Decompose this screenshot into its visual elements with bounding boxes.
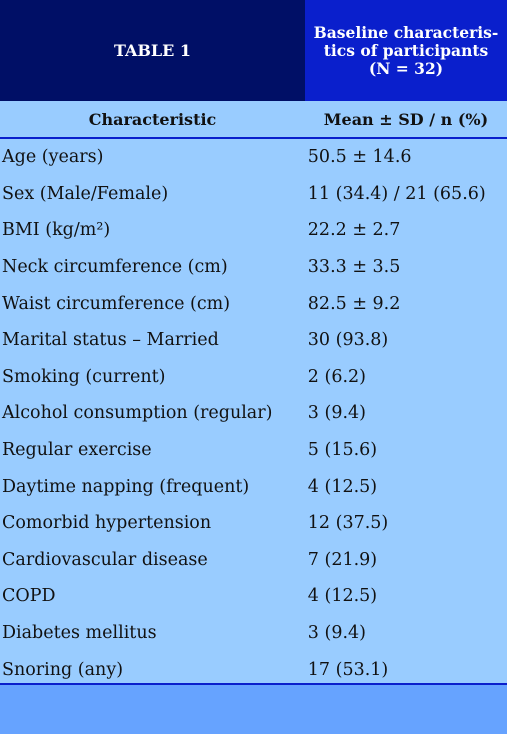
table-row: Comorbid hypertension 12 (37.5): [0, 505, 507, 542]
row-label: Marital status – Married: [2, 330, 219, 351]
table-rows: Age (years) 50.5 ± 14.6 Sex (Male/Female) 1…: [0, 139, 507, 688]
table-row: Smoking (current) 2 (6.2): [0, 359, 507, 396]
table-row: Waist circumference (cm) 82.5 ± 9.2: [0, 285, 507, 322]
table-label: TABLE 1: [0, 0, 305, 101]
row-label: Diabetes mellitus: [2, 623, 157, 644]
row-value: 17 (53.1): [307, 659, 389, 680]
row-label: BMI (kg/m²): [2, 220, 111, 241]
row-value: 22.2 ± 2.7: [307, 220, 401, 241]
row-value: 50.5 ± 14.6: [307, 147, 412, 168]
column-header-row: Characteristic Mean ± SD / n (%): [0, 101, 507, 139]
table-row: Alcohol consumption (regular) 3 (9.4): [0, 395, 507, 432]
row-value: 4 (12.5): [307, 476, 378, 497]
table-row: Cardiovascular disease 7 (21.9): [0, 542, 507, 579]
table-row: Diabetes mellitus 3 (9.4): [0, 615, 507, 652]
row-value: 12 (37.5): [307, 513, 389, 534]
row-label: Alcohol consumption (regular): [2, 403, 273, 424]
row-value: 3 (9.4): [307, 403, 366, 424]
row-value: 3 (9.4): [307, 623, 366, 644]
table-row: Neck circumference (cm) 33.3 ± 3.5: [0, 249, 507, 286]
table-row: BMI (kg/m²) 22.2 ± 2.7: [0, 212, 507, 249]
row-label: Age (years): [2, 147, 104, 168]
column-header-value: Mean ± SD / n (%): [323, 109, 489, 129]
row-value: 30 (93.8): [307, 330, 389, 351]
row-label: Smoking (current): [2, 366, 166, 387]
row-value: 82.5 ± 9.2: [307, 293, 401, 314]
row-value: 33.3 ± 3.5: [307, 257, 401, 278]
row-label: Waist circumference (cm): [2, 293, 231, 314]
table-header: TABLE 1 Baseline characteris- tics of pa…: [0, 0, 507, 101]
row-value: 4 (12.5): [307, 586, 378, 607]
table-row: Regular exercise 5 (15.6): [0, 432, 507, 469]
bottom-rule: [0, 683, 507, 685]
table-caption-cell: Baseline characteris- tics of participan…: [305, 0, 507, 101]
row-label: Cardiovascular disease: [2, 549, 208, 570]
column-header-characteristic: Characteristic: [88, 109, 217, 129]
table-row: Daytime napping (frequent) 4 (12.5): [0, 468, 507, 505]
table-row: Sex (Male/Female) 11 (34.4) / 21 (65.6): [0, 176, 507, 213]
row-value: 2 (6.2): [307, 366, 366, 387]
row-label: COPD: [2, 586, 56, 607]
table-row: Marital status – Married 30 (93.8): [0, 322, 507, 359]
row-value: 11 (34.4) / 21 (65.6): [307, 183, 486, 204]
table-caption: Baseline characteris- tics of participan…: [313, 22, 499, 78]
table-row: COPD 4 (12.5): [0, 578, 507, 615]
data-table: Characteristic Mean ± SD / n (%) Age (ye…: [0, 101, 507, 684]
row-value: 5 (15.6): [307, 440, 378, 461]
table-row: Snoring (any) 17 (53.1): [0, 651, 507, 688]
row-value: 7 (21.9): [307, 549, 378, 570]
table-row: Age (years) 50.5 ± 14.6: [0, 139, 507, 176]
row-label: Snoring (any): [2, 659, 124, 680]
row-label: Comorbid hypertension: [2, 513, 212, 534]
row-label: Sex (Male/Female): [2, 183, 169, 204]
row-label: Daytime napping (frequent): [2, 476, 250, 497]
row-label: Neck circumference (cm): [2, 257, 228, 278]
row-label: Regular exercise: [2, 440, 152, 461]
